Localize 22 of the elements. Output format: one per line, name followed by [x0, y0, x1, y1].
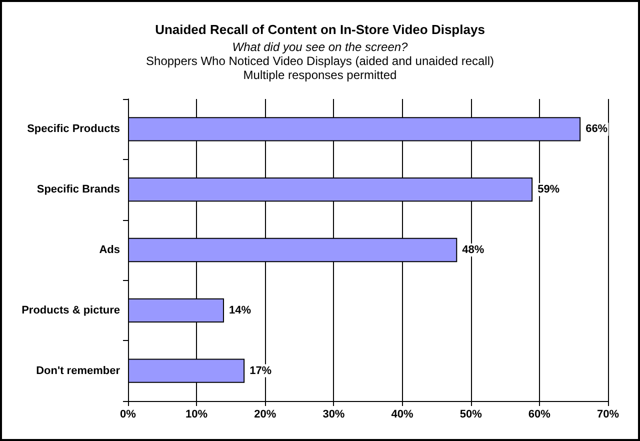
x-tick-label: 0%: [120, 408, 136, 420]
data-label: 59%: [538, 184, 560, 196]
y-tick-label: Specific Brands: [36, 184, 120, 196]
x-tick-label: 40%: [391, 408, 414, 420]
data-label: 17%: [250, 364, 272, 377]
data-label: 48%: [462, 244, 484, 256]
x-tick-label: 30%: [322, 408, 345, 420]
x-tick-label: 50%: [460, 408, 482, 420]
text: Shoppers Who Noticed Video Displays (aided and unaided recall): [146, 54, 494, 68]
data-label: 66%: [586, 123, 608, 136]
x-tick-label: 60%: [528, 408, 551, 420]
x-tick-label: 10%: [186, 408, 208, 420]
y-tick-label: Products & picture: [22, 304, 120, 316]
y-tick-label: Don't remember: [36, 364, 121, 377]
x-tick-label: 20%: [254, 408, 276, 420]
text: Multiple responses permitted: [243, 68, 397, 82]
chart-subtitle: What did you see on the screen?: [232, 40, 408, 54]
y-tick-label: Ads: [99, 244, 120, 256]
x-tick-label: 70%: [596, 408, 620, 420]
y-tick-label: Specific Products: [27, 123, 120, 136]
data-label: 14%: [229, 304, 252, 316]
chart-title: Unaided Recall of Content on In-Store Video Displays: [155, 22, 485, 37]
